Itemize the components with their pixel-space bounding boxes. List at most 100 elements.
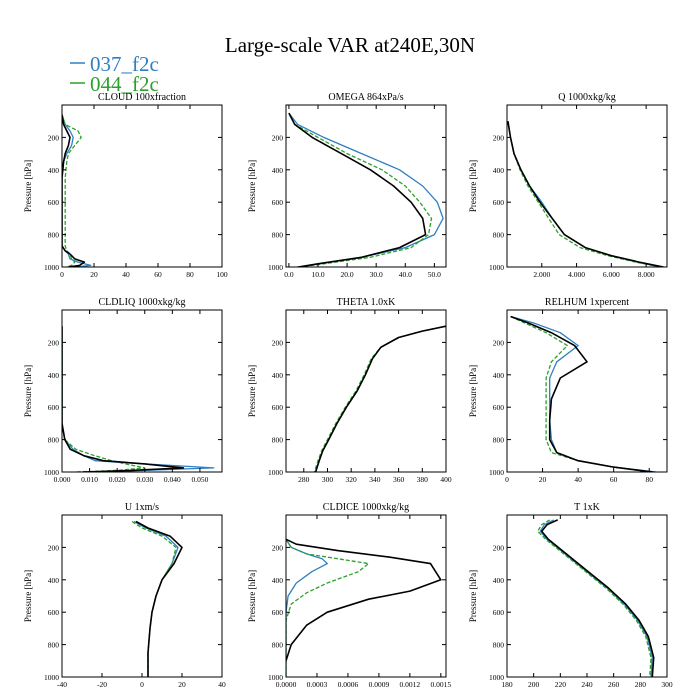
series-line-3 — [62, 114, 86, 267]
panel-3: Q 1000xkg/kg Pressure [hPa] 200 400 600 800 10… — [468, 92, 668, 279]
plot-frame — [506, 104, 668, 268]
y-tick-label: 200 — [48, 133, 60, 142]
x-tick-label: 400 — [440, 475, 452, 484]
y-axis-label: Pressure [hPa] — [23, 365, 33, 417]
y-axis-label: Pressure [hPa] — [468, 160, 478, 212]
x-tick-label: -40 — [57, 680, 67, 689]
x-tick-label: 380 — [417, 475, 429, 484]
y-tick-label: 1000 — [44, 673, 59, 682]
x-tick-label: 50.0 — [428, 270, 441, 279]
series-line-1 — [507, 121, 661, 267]
x-tick-label: 280 — [298, 475, 310, 484]
x-tick-label: 0.0 — [284, 270, 294, 279]
y-tick-label: 1000 — [268, 673, 283, 682]
series-line-2 — [286, 538, 370, 677]
x-tick-label: 20 — [539, 475, 547, 484]
y-tick-label: 800 — [272, 231, 284, 240]
y-tick-label: 200 — [48, 338, 60, 347]
y-tick-label: 600 — [272, 608, 284, 617]
y-tick-label: 200 — [48, 543, 60, 552]
panel-5: THETA 1.0xK Pressure [hPa] 200 400 600 800 100… — [247, 297, 452, 484]
series-line-1 — [62, 114, 92, 267]
panel-title: OMEGA 864xPa/s — [328, 92, 403, 103]
y-tick-label: 400 — [48, 576, 60, 585]
y-tick-label: 600 — [493, 403, 505, 412]
legend-label-1: 037_f2c — [90, 52, 159, 76]
x-tick-label: 0.0009 — [369, 680, 390, 689]
panel-8: CLDICE 1000xkg/kg Pressure [hPa] 200 400 600… — [247, 502, 451, 689]
y-tick-label: 400 — [48, 166, 60, 175]
y-tick-label: 200 — [272, 133, 284, 142]
plot-frame — [61, 309, 223, 473]
series-line-1 — [62, 326, 215, 472]
y-tick-label: 600 — [272, 403, 284, 412]
y-tick-label: 400 — [272, 371, 284, 380]
y-tick-label: 600 — [493, 608, 505, 617]
y-tick-label: 400 — [493, 371, 505, 380]
x-tick-label: 240 — [581, 680, 593, 689]
x-tick-label: 300 — [322, 475, 334, 484]
series-line-1 — [510, 315, 657, 472]
figure-title: Large-scale VAR at240E,30N — [225, 33, 475, 57]
y-tick-label: 600 — [48, 403, 60, 412]
x-tick-label: 200 — [528, 680, 540, 689]
series-line-2 — [507, 121, 661, 267]
panel-4: CLDLIQ 1000xkg/kg Pressure [hPa] 200 400 600… — [23, 297, 223, 484]
x-tick-label: 0.050 — [191, 475, 208, 484]
y-tick-label: 800 — [272, 436, 284, 445]
x-tick-label: 20 — [178, 680, 186, 689]
series-line-2 — [288, 112, 433, 267]
y-tick-label: 400 — [272, 576, 284, 585]
x-tick-label: 0.020 — [109, 475, 126, 484]
y-tick-label: 200 — [272, 338, 284, 347]
x-tick-label: 320 — [346, 475, 358, 484]
x-tick-label: 40 — [574, 475, 582, 484]
series-line-3 — [314, 325, 446, 472]
panel-title: CLDICE 1000xkg/kg — [323, 502, 409, 513]
y-axis-label: Pressure [hPa] — [23, 570, 33, 622]
x-tick-label: 60 — [610, 475, 618, 484]
y-tick-label: 1000 — [489, 263, 504, 272]
x-tick-label: 20.0 — [341, 270, 354, 279]
x-tick-label: 100 — [216, 270, 228, 279]
x-tick-label: 0.030 — [136, 475, 153, 484]
panel-title: THETA 1.0xK — [337, 297, 396, 308]
x-tick-label: 220 — [555, 680, 567, 689]
x-tick-label: 0.000 — [54, 475, 71, 484]
y-tick-label: 400 — [48, 371, 60, 380]
x-tick-label: 260 — [608, 680, 620, 689]
y-tick-label: 800 — [493, 641, 505, 650]
series-line-3 — [540, 519, 655, 677]
x-tick-label: 0.010 — [81, 475, 98, 484]
panel-title: CLDLIQ 1000xkg/kg — [99, 297, 186, 308]
y-tick-label: 600 — [493, 198, 505, 207]
y-tick-label: 1000 — [44, 468, 59, 477]
x-tick-label: -20 — [97, 680, 107, 689]
y-tick-label: 800 — [272, 641, 284, 650]
x-tick-label: 0.0006 — [338, 680, 359, 689]
plot-frame — [61, 514, 223, 678]
panel-2: OMEGA 864xPa/s Pressure [hPa] 200 400 600 800… — [247, 92, 447, 279]
plot-frame — [506, 309, 668, 473]
x-tick-label: 8.000 — [638, 270, 655, 279]
x-tick-label: 340 — [369, 475, 381, 484]
panel-title: U 1xm/s — [125, 502, 159, 513]
x-tick-label: 6.000 — [603, 270, 620, 279]
x-tick-label: 360 — [393, 475, 405, 484]
y-tick-label: 1000 — [489, 673, 504, 682]
series-line-3 — [135, 520, 183, 677]
y-tick-label: 400 — [272, 166, 284, 175]
x-tick-label: 4.000 — [568, 270, 585, 279]
series-line-3 — [286, 538, 442, 662]
y-tick-label: 800 — [48, 231, 60, 240]
x-tick-label: 180 — [501, 680, 513, 689]
y-tick-label: 200 — [493, 543, 505, 552]
series-line-2 — [62, 114, 82, 267]
series-line-1 — [539, 519, 653, 677]
y-tick-label: 1000 — [268, 263, 283, 272]
y-tick-label: 600 — [48, 198, 60, 207]
y-tick-label: 800 — [48, 641, 60, 650]
